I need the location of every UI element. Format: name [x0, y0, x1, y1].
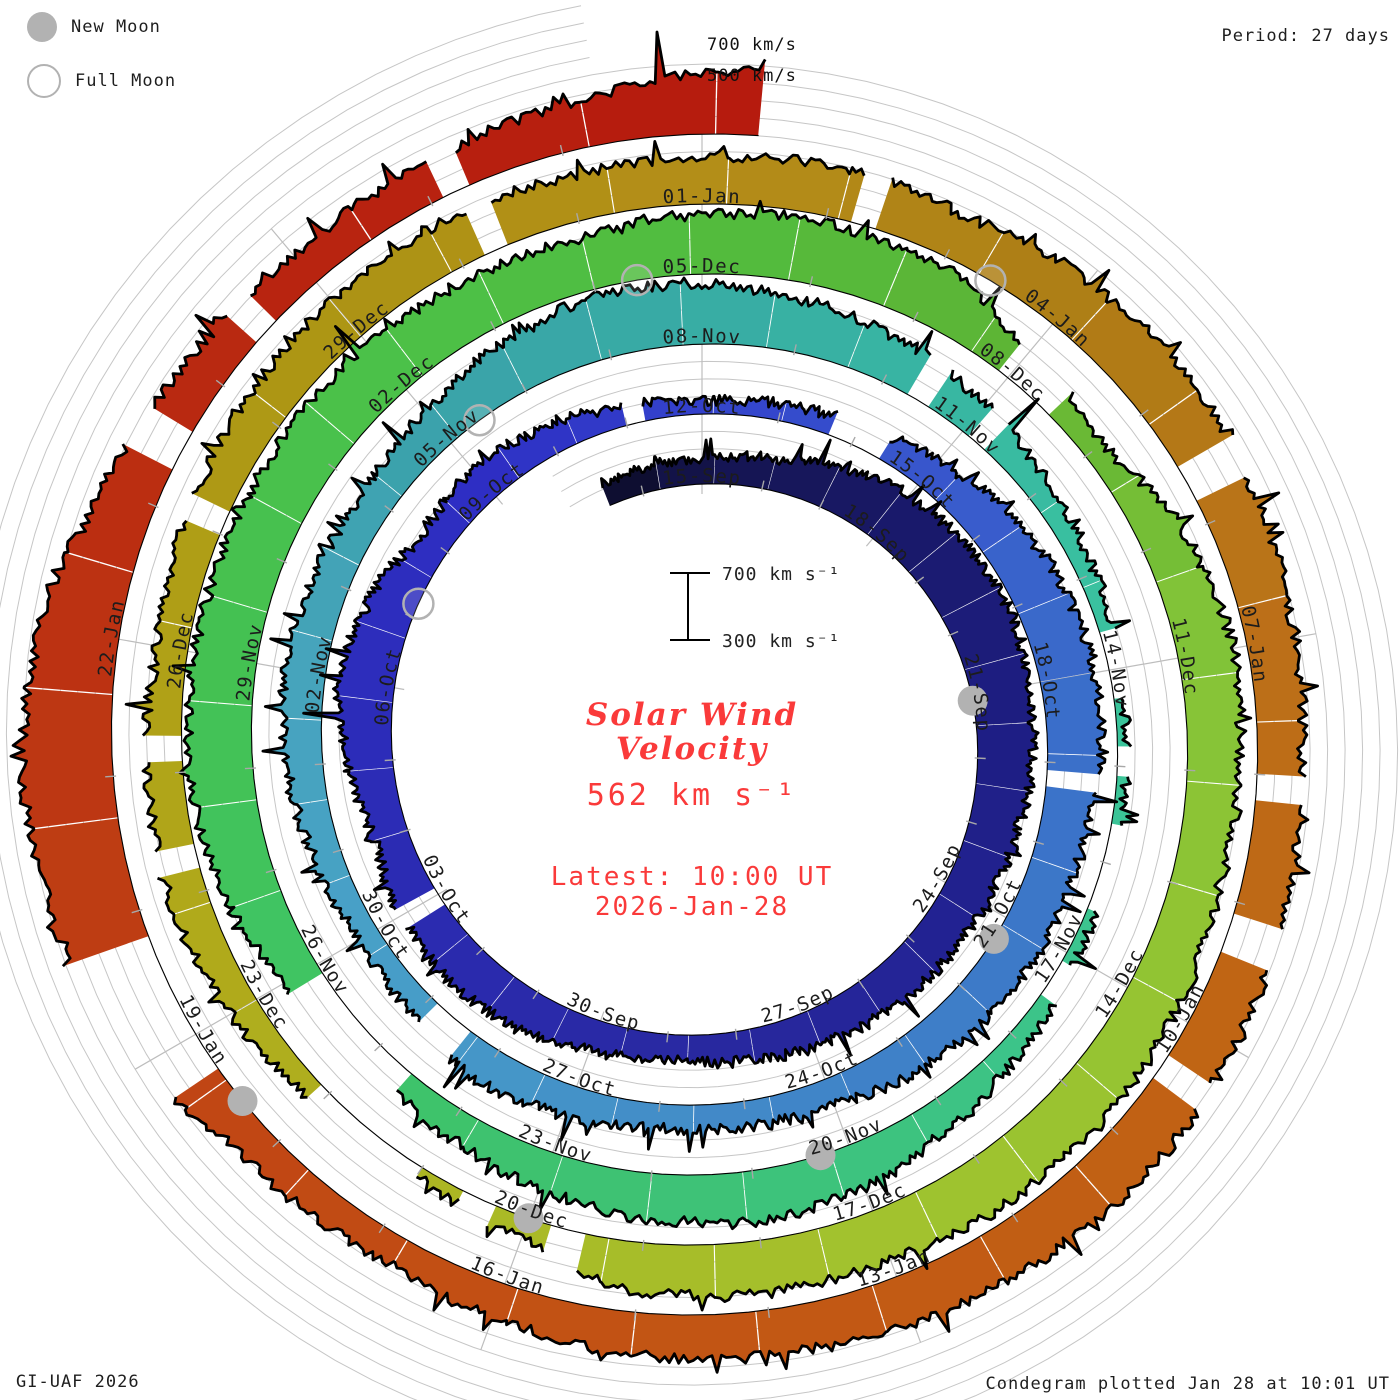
plotted-timestamp-label: Condegram plotted Jan 28 at 10:01 UT [985, 1374, 1390, 1394]
moon-markers [227, 263, 1009, 1234]
baseline-spiral [110, 133, 1259, 1316]
end-scale-500-label: 500 km/s [707, 66, 797, 86]
legend-full-moon: Full Moon [27, 64, 176, 98]
velocity-edge-layer [9, 30, 1319, 1374]
new-moon-icon [27, 12, 57, 42]
velocity-scale-bar [670, 572, 710, 641]
credit-label: GI-UAF 2026 [16, 1372, 140, 1392]
spiral-plot-layer: 15-Sep18-Sep21-Sep24-Sep27-Sep30-Sep03-O… [0, 5, 1399, 1400]
full-moon-marker-05-Nov [463, 403, 496, 437]
full-moon-marker-03-Jan [974, 264, 1007, 297]
date-label-01-Jan: 01-Jan [662, 185, 742, 208]
end-scale-700-label: 700 km/s [707, 35, 797, 55]
date-label-08-Nov: 08-Nov [662, 325, 742, 349]
new-moon-label: New Moon [71, 17, 161, 37]
new-moon-marker-21-Sep [957, 685, 988, 716]
full-moon-marker-07-Oct [402, 587, 435, 620]
day-ticks [105, 144, 1266, 1321]
date-label-05-Dec: 05-Dec [662, 255, 742, 279]
full-moon-marker-04-Dec [620, 263, 654, 297]
new-moon-marker-21-Oct [978, 923, 1009, 954]
full-moon-icon [27, 64, 61, 98]
velocity-band-layer [11, 32, 1318, 1373]
new-moon-marker-18-Jan [227, 1086, 258, 1116]
new-moon-marker-20-Nov [805, 1140, 836, 1171]
scale-bar-300-label: 300 km s⁻¹ [722, 631, 840, 652]
legend-new-moon: New Moon [27, 12, 161, 42]
new-moon-marker-20-Dec [513, 1203, 544, 1234]
scale-bar-700-label: 700 km s⁻¹ [722, 564, 840, 585]
period-label: Period: 27 days [1221, 26, 1390, 46]
full-moon-label: Full Moon [75, 71, 177, 91]
